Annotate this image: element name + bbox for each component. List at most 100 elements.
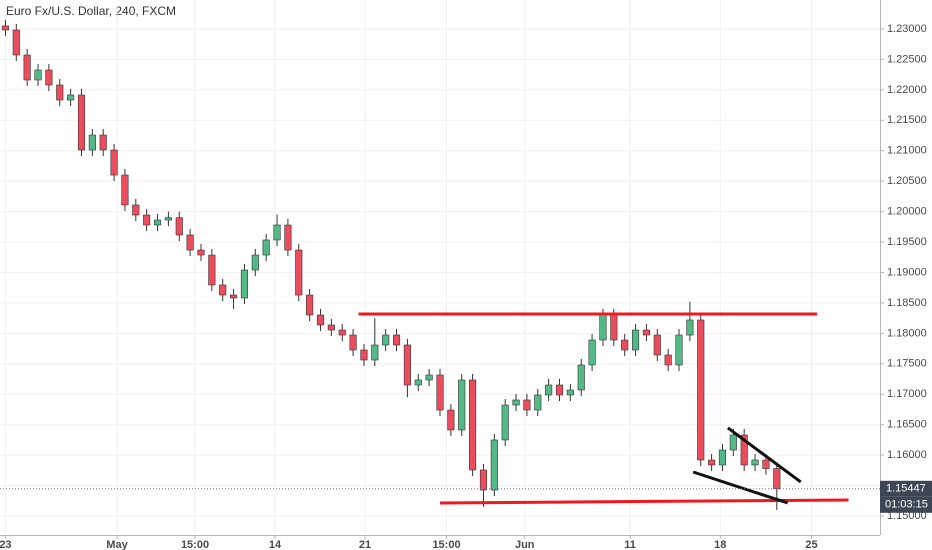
candle-body [175, 217, 183, 236]
candle-body [718, 449, 727, 466]
candle-body [121, 174, 129, 206]
candle-body [164, 217, 172, 221]
candle-body [88, 134, 96, 151]
countdown-label: 01:03:15 [885, 499, 928, 511]
candle-body [262, 239, 270, 256]
y-tick-label: 1.23000 [887, 23, 927, 35]
y-tick-label: 1.20000 [887, 206, 927, 218]
candle-body [67, 94, 75, 101]
candle-body [371, 344, 379, 361]
candle-body [230, 294, 238, 299]
candle-body [219, 284, 227, 296]
candle-body [577, 364, 585, 391]
candle-body [740, 434, 748, 466]
last-price-box [880, 480, 932, 497]
candle-body [403, 344, 411, 386]
candle-body [555, 384, 564, 396]
trend-line [692, 470, 789, 505]
candle-body [273, 224, 281, 241]
candle-body [469, 379, 477, 471]
y-tick-label: 1.16500 [887, 419, 927, 431]
candle-body [436, 374, 444, 411]
candle-body [1, 25, 9, 31]
x-tick-label: 15:00 [432, 539, 460, 550]
candle-body [588, 339, 596, 366]
candle-body [110, 149, 118, 176]
candle-body [132, 204, 140, 216]
candle-body [12, 29, 20, 56]
candle-body [621, 339, 629, 351]
x-tick-label: 15:00 [181, 539, 209, 550]
y-tick-label: 1.21000 [887, 145, 927, 157]
y-tick-label: 1.22000 [887, 84, 927, 96]
y-tick-label: 1.15000 [887, 510, 927, 522]
x-tick-label: 11 [624, 539, 636, 550]
candle-body [153, 219, 162, 226]
candle-body [653, 334, 661, 356]
candle-body [523, 399, 531, 411]
candle-body [295, 249, 303, 296]
candle-body [631, 329, 640, 351]
y-tick-label: 1.22500 [887, 53, 927, 65]
x-tick-label: 25 [805, 539, 817, 550]
candle-body [545, 384, 553, 396]
candle-body [208, 254, 216, 286]
candle-body [773, 468, 781, 490]
candle-body [566, 389, 574, 396]
candle-body [251, 254, 259, 271]
candle-body [360, 349, 368, 361]
candle-body [512, 399, 520, 406]
y-tick-label: 1.17500 [887, 358, 927, 370]
candle-body [729, 434, 737, 451]
trend-line [727, 426, 802, 484]
candle-body [56, 84, 64, 101]
countdown-box [880, 496, 932, 513]
candle-body [34, 69, 42, 81]
candle-body [501, 404, 509, 441]
candle-body [610, 314, 618, 341]
candle-body [425, 374, 433, 381]
y-tick-label: 1.18000 [887, 327, 927, 339]
y-tick-label: 1.20500 [887, 175, 927, 187]
candle-body [316, 314, 325, 326]
candle-body [240, 269, 249, 299]
candle-body [414, 379, 422, 386]
y-tick-label: 1.17000 [887, 388, 927, 400]
candle-body [697, 319, 705, 461]
candle-body [458, 379, 466, 431]
candle-body [284, 224, 292, 251]
candle-body [186, 234, 194, 251]
x-tick-label: Jun [515, 539, 535, 550]
candle-body [479, 469, 488, 491]
candle-body [642, 329, 650, 336]
candle-body [327, 324, 335, 331]
candle-body [23, 54, 31, 81]
candle-body [708, 459, 716, 466]
grid [0, 0, 880, 535]
candle-body [197, 249, 205, 256]
candle-body [392, 334, 401, 346]
candle-body [306, 294, 314, 316]
chart-title: Euro Fx/U.S. Dollar, 240, FXCM [6, 4, 176, 18]
y-tick-label: 1.19000 [887, 266, 927, 278]
candle-body [77, 94, 86, 151]
last-price-label: 1.15447 [886, 483, 926, 495]
y-tick-label: 1.19500 [887, 236, 927, 248]
x-tick-label: May [106, 539, 128, 550]
candle-body [599, 314, 607, 341]
x-tick-label: 14 [269, 539, 282, 550]
x-tick-label: 18 [714, 539, 726, 550]
candle-body [447, 409, 455, 431]
candle-body [99, 134, 107, 151]
candle-body [664, 354, 672, 366]
x-tick-label: 23 [0, 539, 12, 550]
candle-body [45, 69, 53, 86]
candle-body [751, 459, 759, 466]
candle-body [762, 459, 770, 469]
candle-body [143, 214, 151, 226]
y-tick-label: 1.16000 [887, 449, 927, 461]
candle-body [534, 394, 542, 411]
candle-body [349, 334, 357, 351]
